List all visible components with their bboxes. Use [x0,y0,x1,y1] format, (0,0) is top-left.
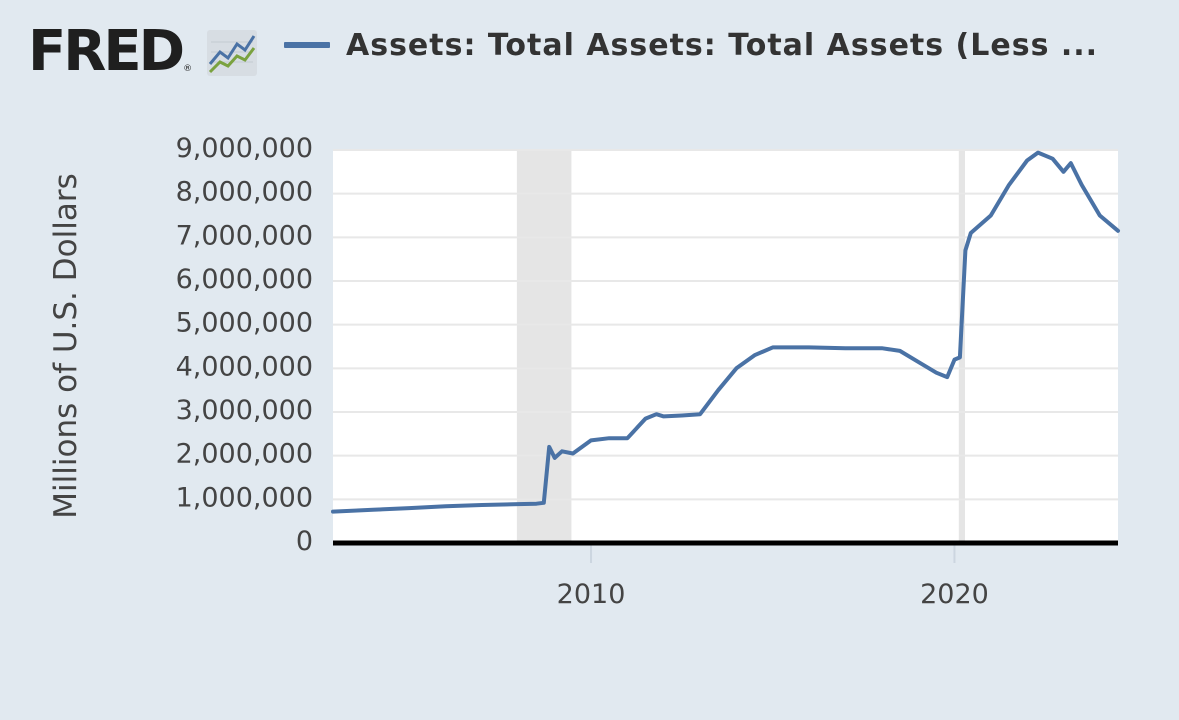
recession-shade [516,150,572,543]
grid-layer [333,149,1118,501]
axis-layer [333,540,1118,563]
y-tick-label: 1,000,000 [176,482,313,513]
x-tick-label: 2010 [557,579,626,610]
y-tick-label: 4,000,000 [176,351,313,382]
y-axis-title: Millions of U.S. Dollars [48,173,84,518]
plot-area [333,150,1118,543]
x-tick-label: 2020 [920,579,989,610]
y-tick-label: 5,000,000 [176,308,313,339]
series-line [331,150,1120,514]
y-tick-label: 2,000,000 [176,439,313,470]
y-tick-label: 9,000,000 [176,133,313,164]
x-tick-labels: 2010 2020 [557,579,989,610]
y-tick-label: 7,000,000 [176,220,313,251]
line-chart-icon [207,30,257,76]
fred-logo[interactable]: FRED ® [28,24,192,80]
y-tick-label: 8,000,000 [176,177,313,208]
y-tick-label: 3,000,000 [176,395,313,426]
legend-swatch[interactable] [284,42,330,48]
y-tick-label: 6,000,000 [176,264,313,295]
y-tick-label: 0 [296,526,313,557]
legend-label[interactable]: Assets: Total Assets: Total Assets (Less… [346,28,1099,63]
y-tick-labels: 0 1,000,000 2,000,000 3,000,000 4,000,000 5,0… [176,133,313,557]
fred-logo-text: FRED [28,19,185,84]
chart-header: FRED ® Assets: Total Assets: Total Asset… [0,0,1179,110]
series-layer [331,150,1120,514]
registered-mark: ® [183,64,193,74]
